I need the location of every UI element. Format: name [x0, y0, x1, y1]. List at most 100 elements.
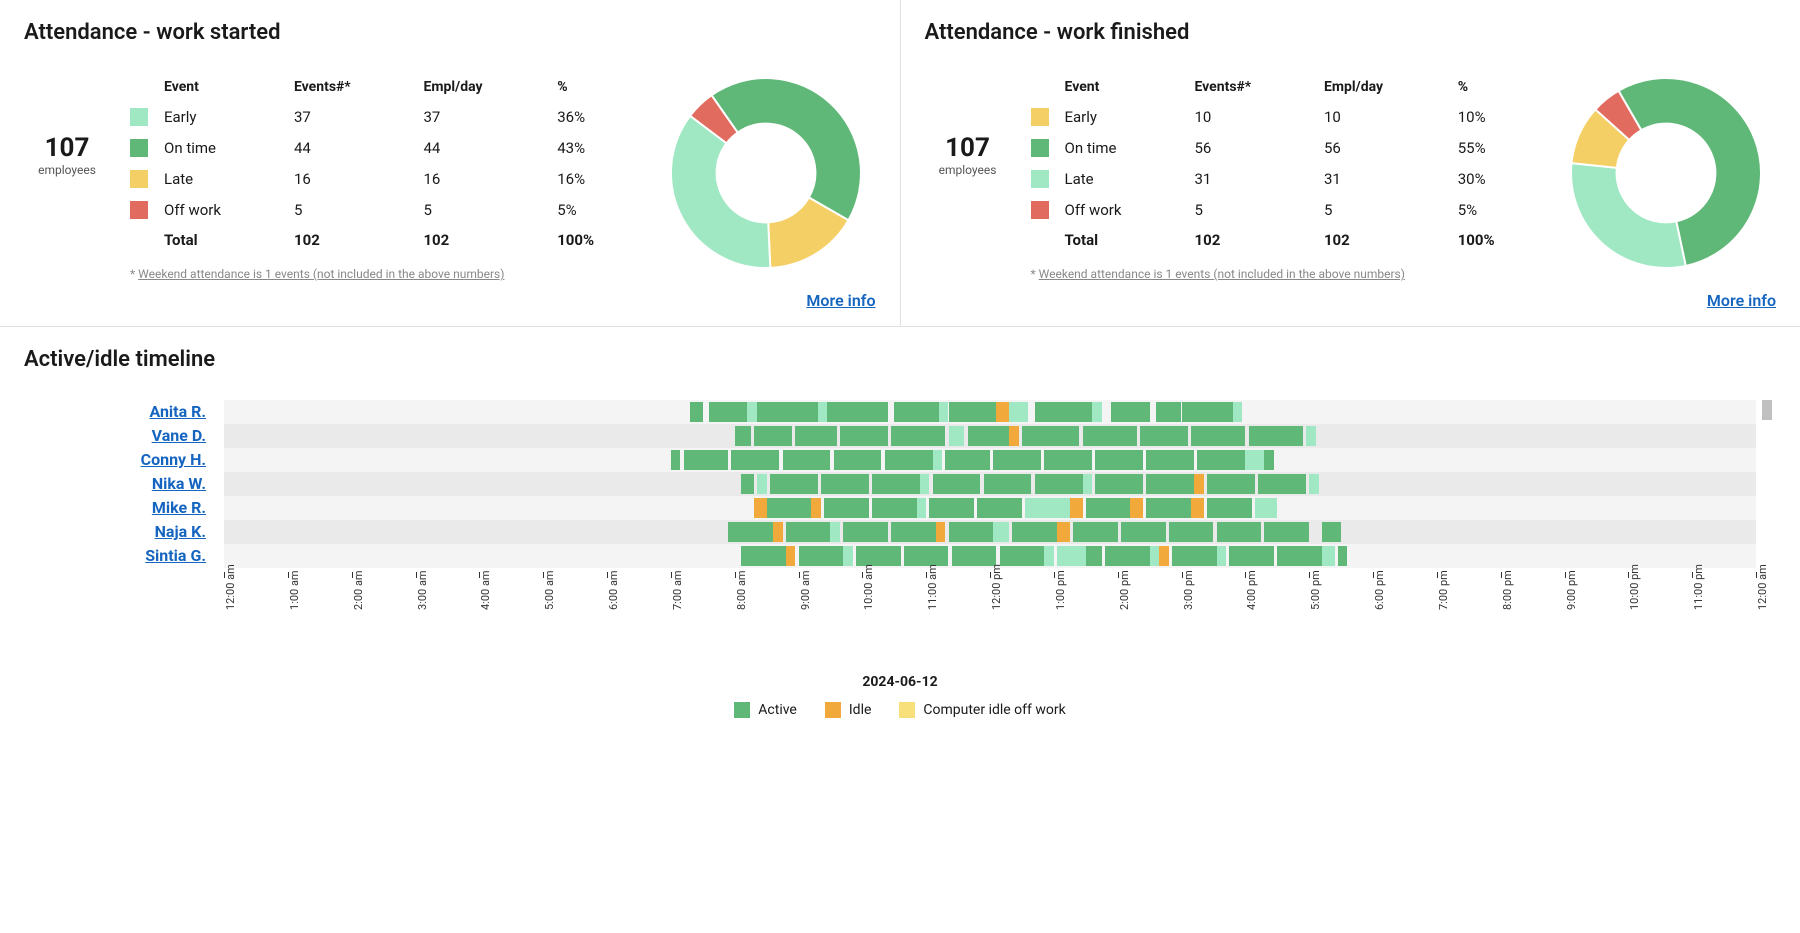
table-row: On time 56 56 55% [1023, 132, 1545, 163]
employee-link[interactable]: Sintia G. [145, 546, 206, 565]
legend-label: Idle [849, 702, 872, 718]
donut-started [656, 73, 876, 273]
event-label: Early [156, 101, 286, 132]
table-row: Off work 5 5 5% [1023, 194, 1545, 225]
timeline-segment [1095, 474, 1143, 494]
employee-link[interactable]: Nika W. [152, 474, 206, 493]
timeline-segment [747, 402, 757, 422]
timeline-row [224, 424, 1756, 448]
table-row: Late 16 16 16% [122, 163, 644, 194]
col-header: % [549, 73, 643, 101]
legend-item: Computer idle off work [899, 702, 1065, 718]
axis-tick: 8:00 pm [1501, 572, 1502, 578]
employee-link[interactable]: Mike R. [152, 498, 206, 517]
event-label: On time [156, 132, 286, 163]
timeline-segment [1146, 474, 1194, 494]
timeline-segment [811, 498, 821, 518]
timeline-segment [671, 450, 681, 470]
employee-link[interactable]: Vane D. [152, 426, 206, 445]
timeline-segment [821, 474, 869, 494]
timeline-segment [1277, 546, 1322, 566]
timeline-segment [735, 426, 751, 446]
timeline-legend: ActiveIdleComputer idle off work [24, 702, 1776, 718]
timeline-segment [824, 498, 869, 518]
event-label: Early [1057, 101, 1187, 132]
table-row: Early 37 37 36% [122, 101, 644, 132]
timeline-segment [1191, 426, 1245, 446]
empl-day: 37 [415, 101, 549, 132]
timeline-segment [1121, 522, 1166, 542]
timeline-segment [754, 426, 792, 446]
scrollbar-thumb[interactable] [1762, 400, 1772, 420]
events-count: 16 [286, 163, 415, 194]
pct: 36% [549, 101, 643, 132]
timeline-segment [1057, 546, 1086, 566]
col-header: Event [156, 73, 286, 101]
timeline-segment [1191, 498, 1204, 518]
timeline-segment [1255, 498, 1277, 518]
axis-tick: 1:00 am [288, 572, 289, 578]
employee-link[interactable]: Naja K. [155, 522, 206, 541]
timeline-segment [1322, 522, 1341, 542]
timeline-segment [818, 402, 828, 422]
employee-link[interactable]: Conny H. [141, 450, 206, 469]
event-label: Off work [1057, 194, 1187, 225]
legend-swatch [130, 108, 148, 126]
employee-link[interactable]: Anita R. [149, 402, 206, 421]
timeline-segment [1233, 402, 1243, 422]
timeline-segment [1092, 402, 1102, 422]
events-count: 31 [1186, 163, 1315, 194]
timeline-row [224, 448, 1756, 472]
timeline-segment [996, 402, 1009, 422]
pct: 55% [1450, 132, 1544, 163]
axis-tick: 11:00 pm [1692, 572, 1693, 578]
timeline-segment [795, 426, 836, 446]
axis-tick: 2:00 pm [1118, 572, 1119, 578]
axis-tick: 5:00 pm [1309, 572, 1310, 578]
timeline-segment [933, 474, 981, 494]
more-info-link[interactable]: More info [806, 291, 875, 310]
timeline-segment [1264, 450, 1274, 470]
timeline-segment [933, 450, 943, 470]
timeline-segment [783, 450, 831, 470]
timeline-segment [757, 474, 767, 494]
timeline-segment [1022, 426, 1079, 446]
more-info-link[interactable]: More info [1707, 291, 1776, 310]
events-count: 44 [286, 132, 415, 163]
timeline-segment [984, 474, 1032, 494]
axis-tick: 12:00 pm [990, 572, 991, 578]
axis-tick: 10:00 pm [1628, 572, 1629, 578]
legend-swatch [734, 702, 750, 718]
timeline-segment [929, 498, 974, 518]
col-header: Empl/day [1316, 73, 1450, 101]
axis-tick: 4:00 pm [1245, 572, 1246, 578]
timeline-segment [945, 450, 990, 470]
empl-day: 31 [1316, 163, 1450, 194]
timeline-segment [1194, 474, 1204, 494]
timeline-segment [920, 474, 930, 494]
employee-count: 107 employees [24, 73, 110, 177]
timeline-segment [1035, 402, 1092, 422]
event-label: Late [156, 163, 286, 194]
timeline-segment [1217, 522, 1262, 542]
axis-tick: 12:00 am [1756, 572, 1757, 578]
timeline-segment [1156, 402, 1182, 422]
empl-day: 56 [1316, 132, 1450, 163]
col-header: Events#* [1186, 73, 1315, 101]
timeline-segment [684, 450, 729, 470]
pct: 43% [549, 132, 643, 163]
timeline-segment [1009, 402, 1028, 422]
timeline-segment [1182, 402, 1233, 422]
timeline-segment [939, 402, 949, 422]
axis-tick: 7:00 pm [1437, 572, 1438, 578]
legend-label: Computer idle off work [923, 702, 1065, 718]
timeline-segment [993, 450, 1041, 470]
event-label: On time [1057, 132, 1187, 163]
timeline-segment [1140, 426, 1188, 446]
timeline-segment [1249, 426, 1303, 446]
timeline-segment [1086, 498, 1131, 518]
timeline-segment [1150, 546, 1160, 566]
axis-tick: 4:00 am [479, 572, 480, 578]
footnote: * Weekend attendance is 1 events (not in… [1023, 267, 1545, 281]
axis-tick: 11:00 am [926, 572, 927, 578]
